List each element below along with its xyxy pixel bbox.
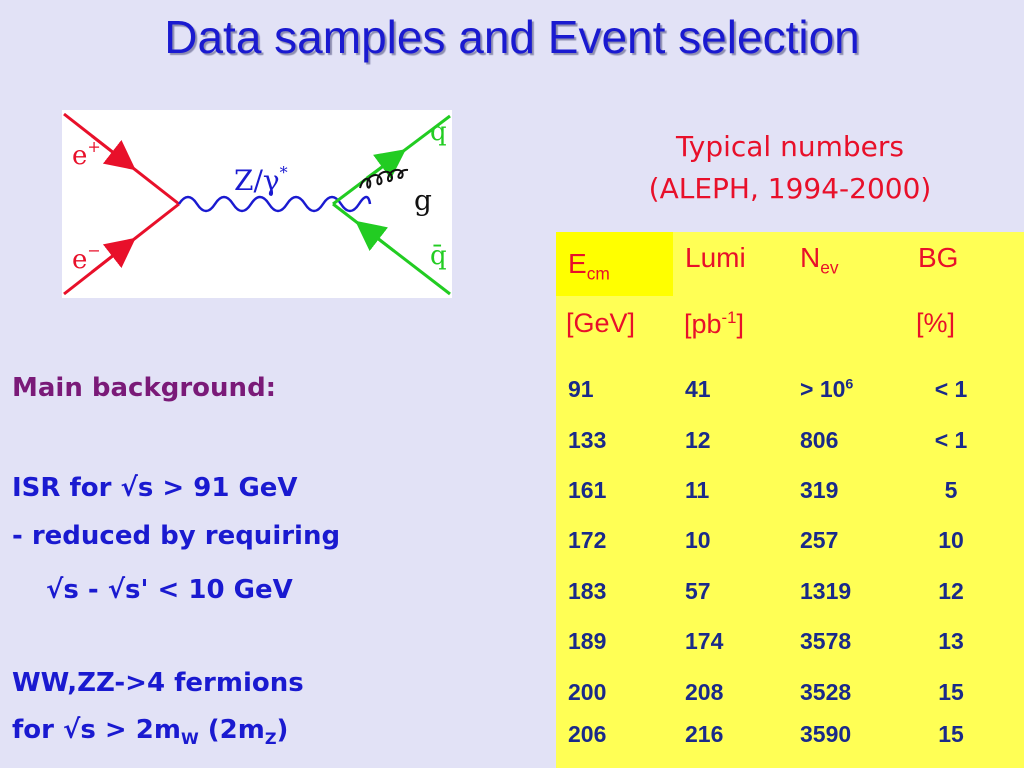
quark-arrow bbox=[366, 149, 407, 180]
eplus-arrow bbox=[91, 134, 136, 171]
table-cell-ecm: 91 bbox=[568, 376, 594, 402]
table-cell-nev: 806 bbox=[800, 427, 839, 453]
table-cell-ecm: 189 bbox=[568, 628, 607, 654]
antiquark-arrow bbox=[355, 220, 395, 253]
table-cell-ecm: 172 bbox=[568, 527, 607, 553]
table-cell-bg: 5 bbox=[944, 477, 958, 503]
table-cell-ecm: 183 bbox=[568, 578, 607, 604]
table-cell-bg: 13 bbox=[938, 628, 964, 654]
typical-numbers-heading: Typical numbers (ALEPH, 1994-2000) bbox=[610, 126, 970, 210]
gluon-label: g bbox=[414, 184, 432, 217]
table-cell-ecm: 133 bbox=[568, 427, 607, 453]
main-background-label: Main background: bbox=[12, 373, 277, 403]
table-cell-lumi: 10 bbox=[685, 527, 711, 553]
ww-zz-line: WW,ZZ->4 fermions bbox=[12, 668, 304, 698]
table-cell-bg: < 1 bbox=[934, 427, 968, 453]
table-cell-ecm: 200 bbox=[568, 679, 607, 705]
quark-label: q bbox=[430, 117, 447, 147]
unit-ecm: [GeV] bbox=[566, 308, 636, 338]
header-lumi: Lumi bbox=[685, 242, 746, 273]
eminus-label: e− bbox=[72, 241, 101, 275]
table-cell-nev: 3590 bbox=[800, 721, 852, 747]
table-cell-ecm: 161 bbox=[568, 477, 607, 503]
boson-propagator bbox=[177, 195, 372, 213]
header-bg: BG bbox=[918, 242, 959, 273]
threshold-sub-z: Z bbox=[264, 729, 277, 749]
table-cell-bg: < 1 bbox=[934, 376, 968, 402]
table-cell-lumi: 174 bbox=[685, 628, 724, 654]
table-cell-nev: 257 bbox=[800, 527, 839, 553]
slide-title: Data samples and Event selection bbox=[164, 11, 860, 63]
reduced-line: - reduced by requiring bbox=[12, 521, 341, 551]
header-nev: Nev bbox=[800, 242, 839, 278]
header-ecm: Ecm bbox=[568, 248, 610, 284]
typical-line1: Typical numbers bbox=[676, 130, 904, 163]
table-cell-lumi: 41 bbox=[685, 376, 711, 402]
table-cell-nev: 319 bbox=[800, 477, 839, 503]
table-cell-nev: 3578 bbox=[800, 628, 852, 654]
ecm-header-highlight bbox=[556, 232, 673, 296]
table-cell-bg: 15 bbox=[938, 679, 964, 705]
eminus-arrow bbox=[91, 237, 136, 274]
table-cell-lumi: 11 bbox=[685, 477, 710, 503]
table-cell-lumi: 12 bbox=[685, 427, 711, 453]
boson-label: Z/γ* bbox=[234, 163, 288, 197]
table-cell-lumi: 208 bbox=[685, 679, 724, 705]
cut-line: √s - √s' < 10 GeV bbox=[46, 575, 293, 605]
gluon-line bbox=[359, 168, 409, 189]
table-cell-bg: 10 bbox=[938, 527, 964, 553]
antiquark-label: q̄ bbox=[430, 241, 447, 271]
unit-lumi: [pb-1] bbox=[684, 308, 744, 339]
threshold-suffix: ) bbox=[276, 715, 289, 745]
eplus-label: e+ bbox=[72, 137, 101, 171]
table-cell-lumi: 216 bbox=[685, 721, 724, 747]
table-cell-lumi: 57 bbox=[685, 578, 711, 604]
threshold-sub-w: W bbox=[180, 729, 199, 749]
feynman-diagram-svg: e+ e− Z/γ* q g q̄ bbox=[63, 112, 451, 296]
unit-bg: [%] bbox=[916, 308, 956, 338]
threshold-mid: (2m bbox=[198, 715, 265, 745]
table-cell-nev: 3528 bbox=[800, 679, 852, 705]
data-samples-table: Ecm Lumi Nev BG [GeV] [pb-1] [%] 91 41 > 1… bbox=[556, 232, 1024, 768]
isr-line: ISR for √s > 91 GeV bbox=[12, 473, 298, 503]
table-cell-nev: > 106 bbox=[800, 376, 854, 402]
feynman-diagram: e+ e− Z/γ* q g q̄ bbox=[62, 110, 452, 298]
typical-line2: (ALEPH, 1994-2000) bbox=[648, 172, 932, 205]
table-cell-nev: 1319 bbox=[800, 578, 852, 604]
threshold-line: for √s > 2mW (2mZ) bbox=[12, 715, 288, 748]
threshold-prefix: for √s > 2m bbox=[12, 715, 181, 745]
table-cell-bg: 12 bbox=[938, 578, 964, 604]
table-cell-ecm: 206 bbox=[568, 721, 607, 747]
table-cell-bg: 15 bbox=[938, 721, 964, 747]
